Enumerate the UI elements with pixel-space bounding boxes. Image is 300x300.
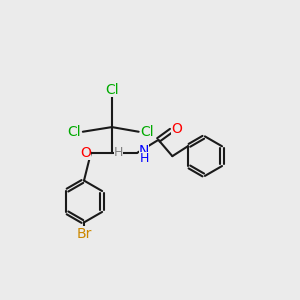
Text: O: O (80, 146, 91, 160)
Text: H: H (139, 152, 149, 165)
Text: N: N (139, 144, 149, 158)
Text: Cl: Cl (141, 125, 154, 139)
Text: H: H (114, 146, 123, 159)
Text: Cl: Cl (67, 125, 81, 139)
Text: Br: Br (76, 226, 92, 241)
Text: O: O (171, 122, 182, 136)
Text: Cl: Cl (105, 83, 119, 98)
